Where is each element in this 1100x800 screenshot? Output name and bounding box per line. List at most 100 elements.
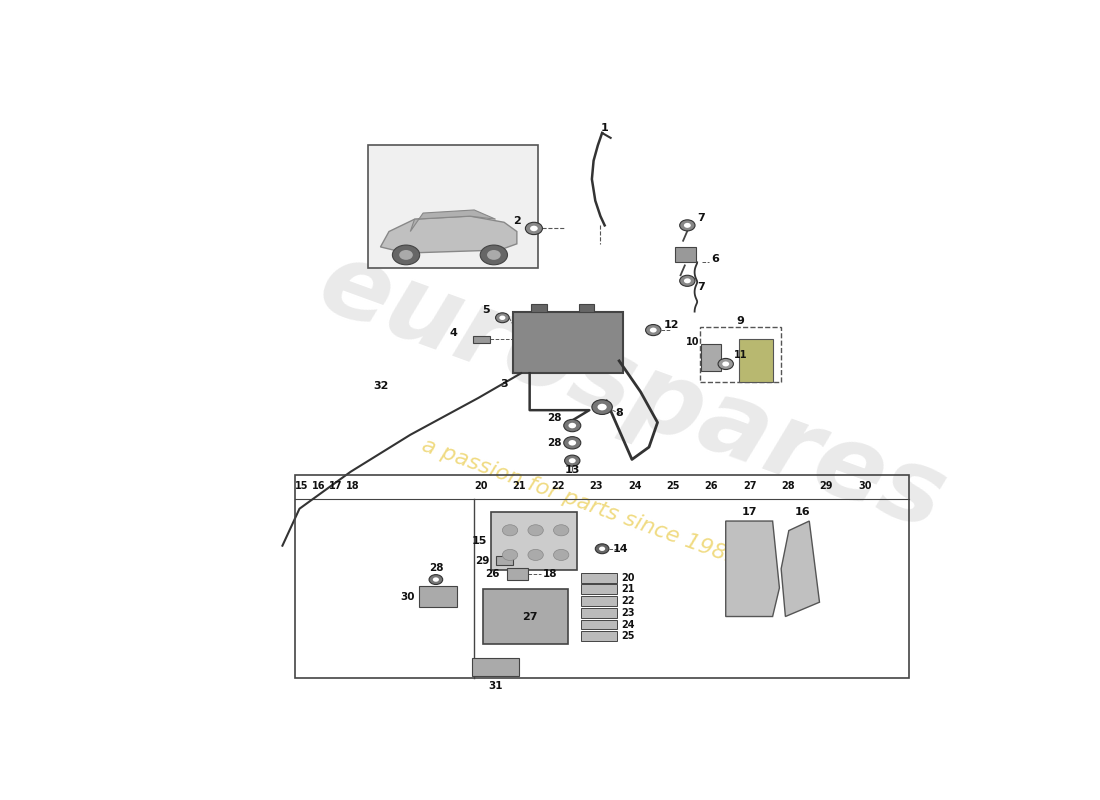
- Circle shape: [553, 525, 569, 536]
- Bar: [581, 608, 617, 618]
- Text: 23: 23: [621, 608, 635, 618]
- Text: 29: 29: [820, 481, 833, 491]
- Circle shape: [393, 245, 420, 265]
- Circle shape: [564, 455, 580, 466]
- Circle shape: [526, 222, 542, 234]
- Text: 11: 11: [735, 350, 748, 360]
- Text: a passion for parts since 1985: a passion for parts since 1985: [419, 436, 742, 570]
- Circle shape: [646, 325, 661, 336]
- Bar: [513, 312, 624, 373]
- Circle shape: [680, 220, 695, 231]
- Circle shape: [564, 437, 581, 449]
- Text: 5: 5: [482, 306, 490, 315]
- Text: 28: 28: [548, 413, 562, 423]
- Text: 27: 27: [742, 481, 757, 491]
- Circle shape: [495, 313, 509, 322]
- Circle shape: [399, 250, 412, 260]
- Text: 24: 24: [628, 481, 641, 491]
- Text: 25: 25: [667, 481, 680, 491]
- Text: 17: 17: [329, 481, 343, 491]
- Text: eurospares: eurospares: [306, 232, 958, 552]
- Text: 7: 7: [697, 213, 705, 223]
- Bar: [483, 589, 568, 644]
- Bar: [419, 586, 458, 607]
- Circle shape: [723, 362, 729, 366]
- Text: 27: 27: [521, 611, 538, 622]
- Bar: [581, 631, 617, 641]
- Text: 29: 29: [475, 556, 490, 566]
- Bar: [492, 512, 576, 570]
- Text: 18: 18: [543, 569, 558, 579]
- Bar: [367, 146, 538, 269]
- Bar: [701, 344, 722, 371]
- Text: 13: 13: [564, 465, 580, 475]
- Text: 17: 17: [741, 507, 757, 517]
- Circle shape: [600, 546, 605, 551]
- Circle shape: [684, 278, 691, 283]
- Text: 16: 16: [794, 507, 811, 517]
- Circle shape: [503, 550, 518, 561]
- Circle shape: [553, 550, 569, 561]
- Text: 14: 14: [613, 544, 628, 554]
- Circle shape: [487, 250, 500, 260]
- Circle shape: [569, 440, 576, 446]
- Text: 21: 21: [513, 481, 526, 491]
- Text: 12: 12: [663, 320, 679, 330]
- Circle shape: [432, 578, 439, 582]
- Text: 4: 4: [449, 328, 458, 338]
- Circle shape: [592, 400, 613, 414]
- Text: 2: 2: [514, 216, 521, 226]
- Polygon shape: [410, 210, 495, 231]
- Bar: [581, 619, 617, 630]
- Circle shape: [684, 223, 691, 228]
- Bar: [581, 573, 617, 582]
- Circle shape: [481, 245, 507, 265]
- Circle shape: [569, 422, 576, 428]
- Bar: [531, 304, 547, 311]
- Circle shape: [503, 525, 518, 536]
- Circle shape: [528, 550, 543, 561]
- Text: 18: 18: [346, 481, 360, 491]
- Circle shape: [530, 226, 538, 231]
- Circle shape: [569, 458, 575, 463]
- Bar: [579, 304, 594, 311]
- Text: 21: 21: [621, 585, 635, 594]
- Text: 32: 32: [374, 381, 389, 390]
- Circle shape: [499, 315, 505, 320]
- Text: 6: 6: [712, 254, 719, 264]
- Text: 1: 1: [601, 123, 608, 133]
- Text: 24: 24: [621, 619, 635, 630]
- Text: 28: 28: [548, 438, 562, 448]
- Text: 26: 26: [485, 569, 499, 579]
- Bar: [507, 569, 528, 579]
- Text: 31: 31: [488, 681, 503, 690]
- Text: 3: 3: [500, 379, 508, 390]
- Circle shape: [528, 525, 543, 536]
- Circle shape: [564, 419, 581, 432]
- Bar: [581, 585, 617, 594]
- Text: 10: 10: [685, 338, 700, 347]
- Text: 15: 15: [472, 536, 487, 546]
- Text: 8: 8: [615, 408, 623, 418]
- Circle shape: [680, 275, 695, 286]
- Bar: [295, 475, 909, 678]
- Circle shape: [597, 404, 607, 410]
- Text: 28: 28: [429, 563, 443, 574]
- Text: 20: 20: [621, 573, 635, 582]
- Bar: [700, 327, 781, 382]
- Text: 30: 30: [858, 481, 871, 491]
- Text: 26: 26: [704, 481, 718, 491]
- Circle shape: [429, 574, 442, 585]
- Bar: [472, 658, 518, 676]
- Text: 22: 22: [551, 481, 564, 491]
- Circle shape: [595, 544, 609, 554]
- Text: 20: 20: [474, 481, 487, 491]
- Bar: [738, 339, 772, 382]
- Polygon shape: [726, 521, 780, 617]
- Text: 23: 23: [590, 481, 603, 491]
- Bar: [496, 556, 514, 566]
- Text: 30: 30: [400, 591, 415, 602]
- Bar: [473, 336, 490, 343]
- Text: 9: 9: [737, 316, 745, 326]
- Circle shape: [650, 327, 657, 333]
